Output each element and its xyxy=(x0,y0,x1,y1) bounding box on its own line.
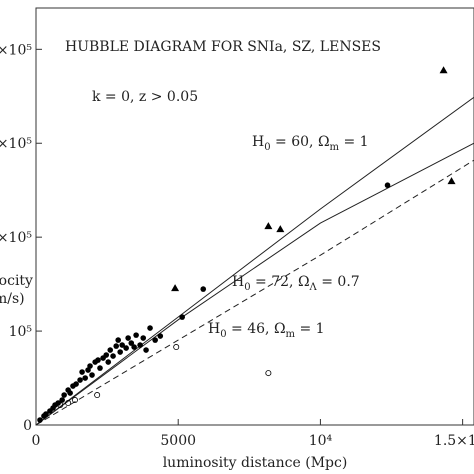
annotation-text: = 0.7 xyxy=(317,274,360,290)
dot-point xyxy=(128,340,135,346)
y-axis-label: velocity xyxy=(0,273,33,289)
annotation-text: = 60, Ω xyxy=(271,134,330,150)
annotation-text: = 46, Ω xyxy=(227,321,286,337)
dot-point xyxy=(105,359,112,365)
subtitle: k = 0, z > 0.05 xyxy=(92,89,198,105)
annotation-text: H xyxy=(232,274,244,290)
annotation-text: = 72, Ω xyxy=(251,274,310,290)
dot-point xyxy=(113,343,120,349)
open-point xyxy=(173,344,180,351)
chart-title: HUBBLE DIAGRAM FOR SNIa, SZ, LENSES xyxy=(65,39,381,55)
x-tick-label: 1.5×10⁴ xyxy=(434,433,474,449)
subscript: 0 xyxy=(220,329,226,340)
dot-point xyxy=(179,314,185,320)
open-point xyxy=(57,401,64,408)
annotation-text: H xyxy=(208,321,220,337)
dot-point xyxy=(43,411,49,417)
triangle-point xyxy=(264,222,273,230)
open-point xyxy=(71,397,78,404)
dot-point xyxy=(125,335,131,341)
dot-point xyxy=(82,375,89,381)
dot-point xyxy=(79,369,85,375)
triangle-point xyxy=(439,66,448,74)
dot-point xyxy=(73,381,79,387)
subscript: m xyxy=(330,142,340,153)
subscript: Λ xyxy=(309,282,318,293)
open-point xyxy=(265,370,272,377)
dot-point xyxy=(143,347,149,353)
dot-point xyxy=(61,392,67,398)
dot-point xyxy=(110,353,116,359)
x-tick-label: 5000 xyxy=(160,433,196,449)
dot-point xyxy=(137,342,143,348)
dot-point xyxy=(89,372,95,378)
y-tick-label: 0 xyxy=(23,418,32,434)
x-axis-label: luminosity distance (Mpc) xyxy=(163,455,348,471)
triangle-point xyxy=(171,284,180,292)
annotation-text: = 1 xyxy=(339,134,369,150)
open-point xyxy=(65,400,72,407)
line-annotation: H0 = 60, Ωm = 1 xyxy=(252,134,369,153)
dot-point xyxy=(97,365,103,371)
dot-point xyxy=(67,390,73,396)
dot-point xyxy=(107,347,114,353)
plot-frame xyxy=(35,7,474,426)
y-tick-label: 3×10⁵ xyxy=(0,136,32,152)
y-tick-label: 2×10⁵ xyxy=(0,230,32,246)
dot-point xyxy=(119,342,125,348)
dot-point xyxy=(147,325,153,331)
line-annotation: H0 = 72, ΩΛ = 0.7 xyxy=(232,274,360,293)
dot-point xyxy=(77,377,83,383)
model-line xyxy=(35,159,474,426)
y-tick-label: 10⁵ xyxy=(9,324,33,340)
dot-point xyxy=(140,335,147,341)
dot-point xyxy=(103,352,110,358)
subscript: 0 xyxy=(264,142,270,153)
y-tick-label: 4×10⁵ xyxy=(0,42,32,58)
annotation-text: H xyxy=(252,134,264,150)
dot-point xyxy=(95,357,101,363)
model-line xyxy=(35,142,474,426)
dot-point xyxy=(200,286,207,292)
dot-point xyxy=(157,333,164,339)
x-tick-label: 10⁴ xyxy=(309,433,333,449)
dot-point xyxy=(384,182,391,189)
dot-point xyxy=(117,349,123,355)
open-point xyxy=(94,392,101,399)
y-axis-label: (km/s) xyxy=(0,291,25,307)
line-annotation: H0 = 46, Ωm = 1 xyxy=(208,321,325,340)
dot-point xyxy=(59,397,65,403)
dot-point xyxy=(152,337,158,343)
subscript: m xyxy=(286,329,296,340)
dot-point xyxy=(115,337,121,343)
model-line xyxy=(35,96,474,426)
dot-point xyxy=(87,363,93,369)
x-tick-label: 0 xyxy=(32,433,41,449)
triangle-point xyxy=(276,225,285,233)
dot-point xyxy=(123,345,129,351)
annotation-text: = 1 xyxy=(295,321,325,337)
dot-point xyxy=(131,344,137,350)
subscript: 0 xyxy=(244,282,250,293)
dot-point xyxy=(37,417,43,423)
triangle-point xyxy=(447,177,456,185)
dot-point xyxy=(133,332,139,338)
